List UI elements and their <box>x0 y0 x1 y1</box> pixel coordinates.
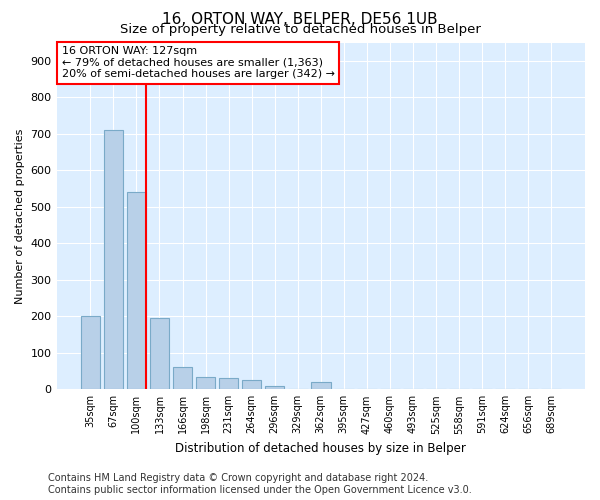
Bar <box>311 382 331 390</box>
Bar <box>173 368 193 390</box>
Bar <box>80 316 100 390</box>
Text: 16, ORTON WAY, BELPER, DE56 1UB: 16, ORTON WAY, BELPER, DE56 1UB <box>162 12 438 28</box>
Text: Size of property relative to detached houses in Belper: Size of property relative to detached ho… <box>119 22 481 36</box>
Bar <box>104 130 123 390</box>
X-axis label: Distribution of detached houses by size in Belper: Distribution of detached houses by size … <box>175 442 466 455</box>
Y-axis label: Number of detached properties: Number of detached properties <box>15 128 25 304</box>
Text: 16 ORTON WAY: 127sqm
← 79% of detached houses are smaller (1,363)
20% of semi-de: 16 ORTON WAY: 127sqm ← 79% of detached h… <box>62 46 335 79</box>
Text: Contains HM Land Registry data © Crown copyright and database right 2024.
Contai: Contains HM Land Registry data © Crown c… <box>48 474 472 495</box>
Bar <box>219 378 238 390</box>
Bar <box>127 192 146 390</box>
Bar <box>242 380 262 390</box>
Bar <box>149 318 169 390</box>
Bar <box>196 376 215 390</box>
Bar <box>265 386 284 390</box>
